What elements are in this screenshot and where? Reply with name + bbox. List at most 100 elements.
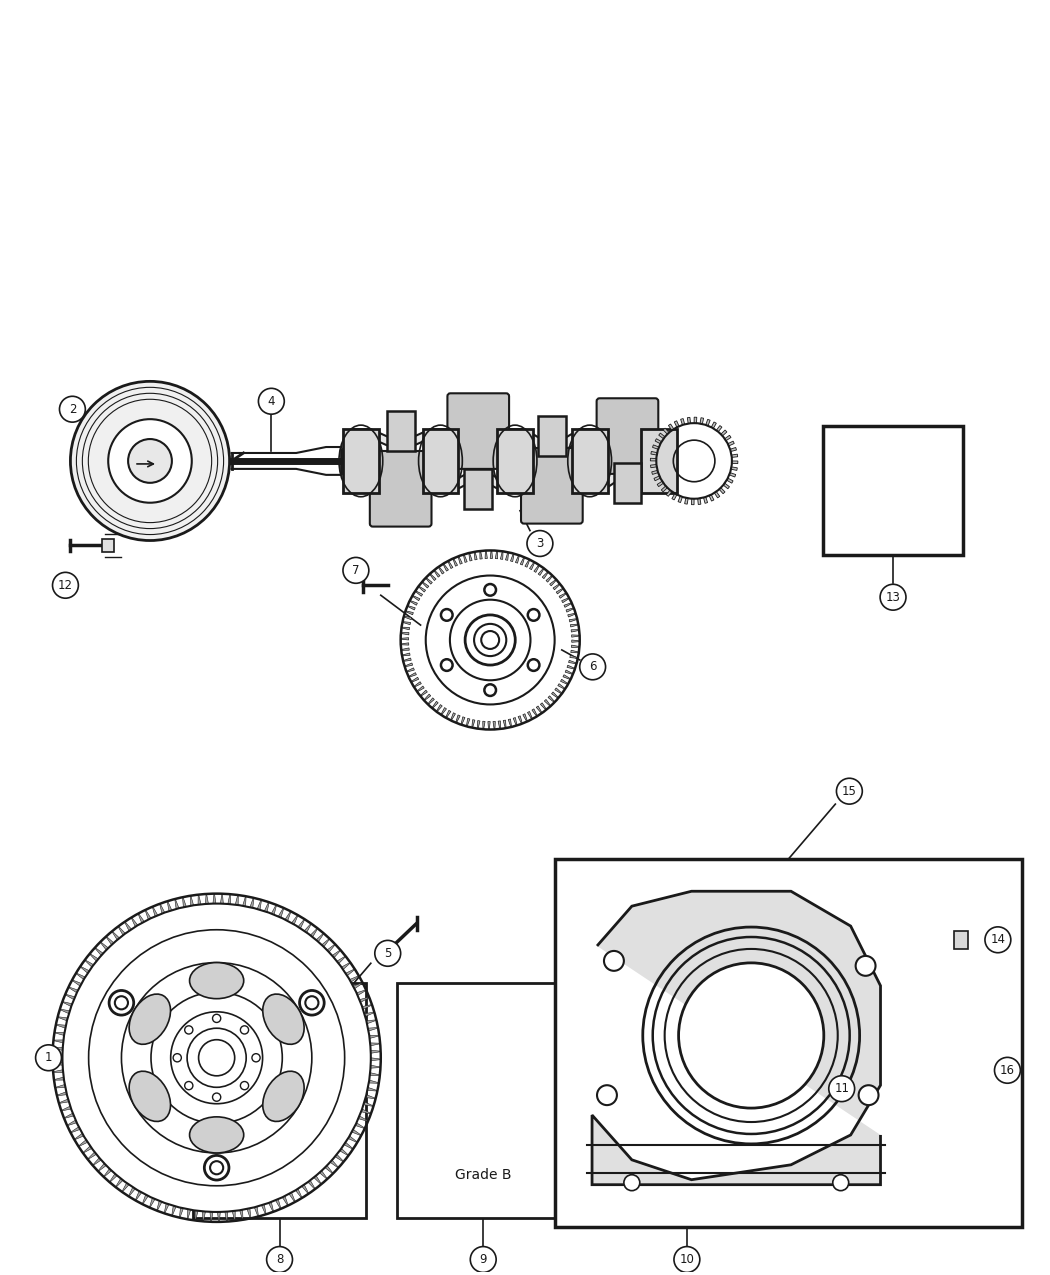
Polygon shape (471, 719, 475, 728)
Polygon shape (551, 692, 559, 699)
Polygon shape (488, 722, 490, 729)
Polygon shape (652, 445, 659, 449)
Polygon shape (128, 1187, 135, 1196)
Polygon shape (438, 566, 444, 574)
Ellipse shape (262, 1071, 304, 1122)
Polygon shape (685, 497, 688, 504)
Ellipse shape (262, 994, 304, 1044)
Polygon shape (239, 1210, 243, 1220)
Polygon shape (67, 1119, 77, 1126)
Polygon shape (337, 956, 345, 964)
Polygon shape (651, 451, 657, 455)
Bar (613, 463, 642, 502)
Circle shape (173, 1053, 182, 1062)
Polygon shape (358, 1116, 369, 1122)
Polygon shape (539, 569, 544, 575)
Circle shape (470, 1247, 497, 1272)
Polygon shape (135, 1191, 142, 1201)
Polygon shape (561, 680, 568, 685)
Polygon shape (704, 497, 708, 504)
Ellipse shape (190, 1117, 244, 1153)
Polygon shape (275, 1198, 281, 1209)
Polygon shape (655, 439, 662, 444)
Polygon shape (567, 666, 575, 669)
Polygon shape (138, 913, 144, 923)
Polygon shape (732, 462, 738, 464)
Polygon shape (678, 496, 683, 502)
Polygon shape (731, 467, 737, 470)
Circle shape (528, 609, 540, 621)
Polygon shape (714, 492, 720, 497)
Polygon shape (56, 1085, 65, 1088)
Polygon shape (546, 575, 552, 583)
Polygon shape (345, 969, 355, 975)
Polygon shape (571, 650, 579, 653)
Polygon shape (125, 922, 131, 931)
Polygon shape (348, 1136, 357, 1142)
Polygon shape (352, 1130, 361, 1136)
Polygon shape (566, 608, 574, 612)
Polygon shape (353, 983, 363, 989)
FancyBboxPatch shape (447, 393, 509, 469)
Polygon shape (122, 1183, 129, 1192)
Polygon shape (652, 470, 658, 474)
Circle shape (62, 904, 371, 1213)
Polygon shape (496, 551, 498, 558)
Polygon shape (498, 720, 501, 729)
Polygon shape (505, 430, 562, 451)
Polygon shape (292, 915, 298, 924)
Circle shape (674, 1247, 699, 1272)
Circle shape (240, 1081, 249, 1090)
Polygon shape (363, 1102, 374, 1107)
Polygon shape (571, 630, 580, 632)
Polygon shape (662, 486, 668, 492)
Polygon shape (672, 493, 677, 500)
Polygon shape (344, 1142, 353, 1149)
Bar (343, 430, 379, 492)
Polygon shape (525, 560, 530, 567)
Polygon shape (55, 1033, 64, 1035)
Polygon shape (330, 1160, 338, 1168)
Polygon shape (94, 947, 103, 955)
Polygon shape (361, 1109, 371, 1114)
Polygon shape (350, 975, 359, 982)
Circle shape (70, 381, 230, 541)
Circle shape (859, 1085, 879, 1105)
Circle shape (528, 659, 540, 671)
Polygon shape (54, 1077, 64, 1080)
Bar (386, 412, 415, 451)
Polygon shape (56, 1024, 66, 1028)
Polygon shape (664, 428, 669, 435)
Polygon shape (565, 671, 573, 674)
Polygon shape (79, 1140, 87, 1146)
Polygon shape (518, 715, 522, 724)
Polygon shape (404, 663, 413, 667)
Polygon shape (359, 997, 370, 1002)
Polygon shape (549, 579, 556, 585)
Circle shape (828, 1076, 855, 1102)
Polygon shape (466, 718, 470, 727)
Circle shape (185, 1026, 193, 1034)
Circle shape (212, 1093, 220, 1102)
Bar (464, 469, 492, 509)
Polygon shape (719, 487, 724, 493)
Polygon shape (89, 954, 99, 961)
Polygon shape (532, 709, 538, 717)
Polygon shape (548, 696, 554, 703)
Polygon shape (247, 1209, 251, 1219)
Polygon shape (254, 1206, 258, 1216)
Polygon shape (217, 1213, 220, 1221)
Polygon shape (401, 632, 408, 635)
Polygon shape (92, 1158, 101, 1165)
Polygon shape (478, 720, 480, 729)
Polygon shape (301, 1184, 309, 1193)
Polygon shape (206, 894, 209, 904)
Polygon shape (516, 555, 520, 564)
Polygon shape (706, 419, 710, 426)
Polygon shape (450, 713, 456, 720)
Polygon shape (180, 1207, 184, 1218)
Polygon shape (667, 490, 672, 496)
Polygon shape (225, 1211, 228, 1221)
Polygon shape (716, 426, 722, 432)
Polygon shape (368, 1088, 377, 1091)
